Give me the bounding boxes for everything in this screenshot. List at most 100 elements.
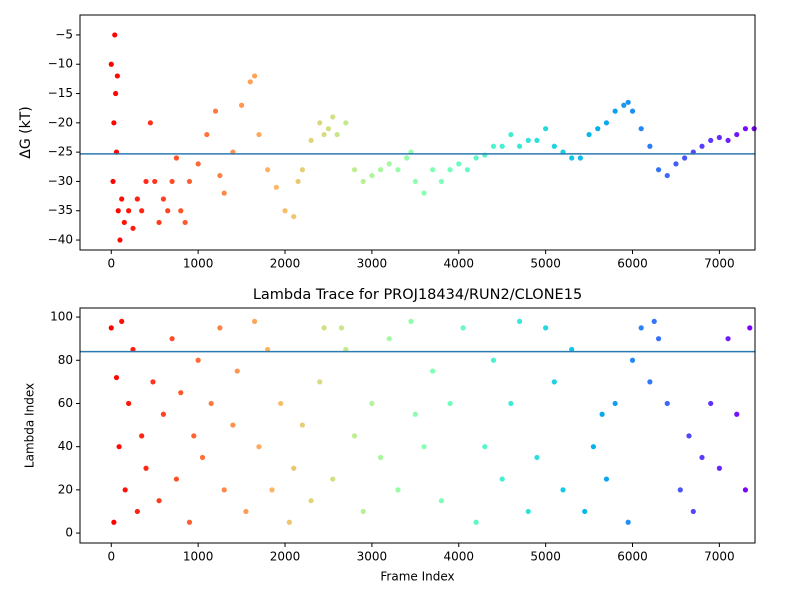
point	[234, 368, 240, 374]
point	[156, 219, 162, 226]
y-tick-label: −5	[55, 27, 73, 41]
x-tick-label: 3000	[357, 257, 388, 271]
point	[126, 400, 132, 407]
point	[108, 325, 114, 331]
point	[134, 508, 140, 515]
axes-frame	[79, 14, 756, 251]
point	[217, 325, 223, 331]
point	[221, 487, 227, 493]
point	[165, 208, 171, 214]
point	[265, 167, 271, 173]
point	[716, 134, 722, 141]
point	[482, 444, 488, 450]
point	[117, 237, 123, 243]
point	[430, 368, 436, 374]
point	[734, 411, 740, 417]
point	[612, 108, 618, 114]
point	[351, 167, 358, 173]
point	[516, 143, 523, 149]
point	[534, 137, 540, 144]
point	[111, 519, 117, 525]
point	[747, 325, 753, 331]
x-tick-label: 5000	[530, 550, 561, 564]
point	[282, 208, 288, 214]
point	[143, 465, 149, 471]
axes-frame	[79, 307, 756, 544]
point	[603, 476, 610, 482]
y-axis-label: Lambda Index	[23, 383, 37, 468]
point	[199, 454, 206, 461]
point	[317, 379, 323, 385]
y-tick-label: −20	[48, 115, 73, 129]
point	[421, 444, 427, 450]
point	[325, 126, 332, 132]
point	[386, 161, 392, 167]
point	[612, 400, 618, 407]
point	[143, 178, 149, 185]
point	[629, 357, 636, 363]
point	[534, 454, 540, 461]
point	[655, 167, 662, 173]
point	[708, 137, 714, 144]
point	[252, 318, 258, 324]
point	[590, 444, 597, 450]
point	[751, 126, 757, 132]
x-tick-label: 2000	[270, 257, 301, 271]
point	[134, 196, 140, 202]
point	[139, 433, 145, 439]
point	[351, 433, 358, 439]
point	[677, 487, 683, 493]
point	[430, 167, 436, 173]
x-tick-label: 6000	[617, 257, 648, 271]
point	[195, 161, 201, 167]
point	[499, 143, 505, 149]
point	[508, 131, 514, 138]
point	[278, 400, 284, 407]
point	[725, 336, 731, 342]
point	[178, 208, 184, 214]
point	[186, 519, 193, 525]
point	[377, 454, 384, 461]
y-tick-label: 40	[58, 439, 73, 453]
point	[173, 155, 180, 161]
point	[130, 225, 136, 231]
point	[638, 325, 644, 331]
point	[421, 190, 427, 196]
x-tick-label: 2000	[270, 550, 301, 564]
point	[464, 167, 471, 173]
point	[321, 325, 327, 331]
point	[673, 161, 679, 167]
point	[490, 357, 497, 363]
point	[119, 196, 125, 202]
point	[647, 379, 653, 385]
point	[395, 167, 401, 173]
point	[308, 137, 314, 144]
point	[647, 143, 653, 149]
point	[116, 444, 122, 450]
point	[114, 73, 120, 79]
point	[204, 131, 210, 138]
point	[625, 519, 631, 525]
x-tick-label: 4000	[443, 257, 474, 271]
x-tick-label: 1000	[183, 550, 214, 564]
point	[625, 99, 631, 105]
x-tick-label: 1000	[183, 257, 214, 271]
point	[599, 411, 605, 417]
point	[243, 508, 249, 515]
point	[460, 325, 466, 331]
x-tick-label: 0	[107, 257, 115, 271]
point	[525, 508, 531, 515]
y-tick-label: −10	[48, 57, 73, 71]
point	[682, 155, 688, 161]
point	[238, 102, 245, 108]
point	[343, 346, 349, 353]
point	[551, 143, 557, 149]
point	[195, 357, 201, 363]
point	[447, 400, 453, 407]
point	[508, 400, 514, 407]
point	[113, 374, 120, 381]
point	[115, 208, 121, 214]
y-tick-label: −30	[48, 174, 73, 188]
point	[690, 508, 696, 515]
point	[582, 508, 588, 515]
